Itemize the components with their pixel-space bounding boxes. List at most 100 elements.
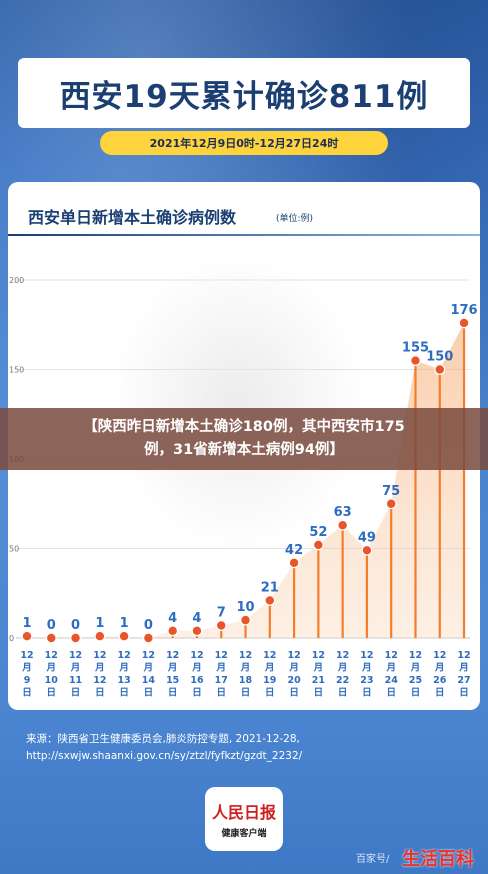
date-range-pill: 2021年12月9日0时-12月27日24时 [100, 131, 388, 155]
x-tick-label: 12 [166, 650, 179, 661]
x-tick-label: 月 [434, 663, 445, 674]
data-label: 10 [236, 600, 254, 615]
data-label: 52 [309, 525, 327, 540]
x-tick-label: 12 [190, 650, 203, 661]
x-tick-label: 月 [385, 663, 396, 674]
data-label: 1 [22, 616, 31, 631]
source-line-1: 来源：陕西省卫生健康委员会,肺炎防控专题, 2021-12-28, [26, 733, 300, 745]
x-tick-label: 12 [263, 650, 276, 661]
news-banner: 【陕西昨日新增本土确诊180例，其中西安市175 例，31省新增本土病例94例】 [0, 408, 488, 470]
x-tick-label: 12 [93, 650, 106, 661]
x-tick-label: 日 [411, 688, 421, 699]
x-tick-label: 月 [143, 663, 154, 674]
x-tick-label: 日 [95, 688, 105, 699]
x-tick-label: 12 [336, 650, 349, 661]
headline: 西安19天累计确诊811例 [59, 78, 429, 115]
x-tick-label: 12 [142, 650, 155, 661]
x-tick-label: 日 [338, 688, 348, 699]
data-point [118, 630, 130, 642]
x-tick-label: 日 [119, 688, 129, 699]
data-label: 21 [261, 580, 279, 595]
x-tick-label: 23 [360, 675, 373, 686]
x-tick-label: 12 [45, 650, 58, 661]
x-tick-label: 9 [24, 675, 31, 686]
x-tick-label: 日 [192, 688, 202, 699]
data-point [410, 355, 421, 366]
x-tick-label: 12 [93, 675, 106, 686]
data-point [167, 625, 179, 637]
chart-unit: (单位:例) [276, 214, 314, 224]
x-tick-label: 日 [241, 688, 251, 699]
x-tick-label: 月 [94, 663, 105, 674]
headline-box: 西安19天累计确诊811例 [18, 58, 470, 128]
logo-subtitle: 健康客户端 [221, 829, 267, 839]
data-point [240, 614, 251, 626]
source-note: 来源：陕西省卫生健康委员会,肺炎防控专题, 2021-12-28, http:/… [26, 731, 302, 765]
x-tick-label: 12 [312, 650, 325, 661]
x-tick-label: 12 [69, 650, 82, 661]
x-tick-label: 12 [457, 650, 470, 661]
x-tick-label: 12 [118, 650, 131, 661]
title-divider [8, 234, 480, 236]
x-tick-label: 11 [69, 675, 82, 686]
data-label: 4 [168, 611, 177, 626]
data-point [70, 632, 81, 644]
map-background [108, 252, 368, 552]
x-tick-label: 月 [410, 663, 421, 674]
data-point [142, 632, 154, 644]
data-label: 75 [382, 484, 400, 499]
data-point [434, 364, 446, 375]
data-point [264, 595, 276, 606]
data-point [288, 557, 300, 569]
watermark-baijiahao: 百家号/ [356, 854, 390, 865]
data-label: 0 [71, 618, 80, 633]
x-tick-label: 月 [240, 663, 251, 674]
data-label: 0 [47, 618, 56, 633]
x-tick-label: 月 [215, 663, 226, 674]
data-label: 49 [358, 530, 376, 545]
x-tick-label: 日 [144, 688, 154, 699]
x-tick-label: 12 [360, 650, 373, 661]
data-point [21, 630, 33, 642]
data-label: 63 [334, 505, 352, 520]
data-point [337, 519, 349, 531]
x-tick-label: 12 [239, 650, 252, 661]
x-tick-label: 日 [362, 688, 372, 699]
data-label: 1 [95, 616, 104, 631]
x-tick-label: 12 [385, 650, 398, 661]
x-tick-label: 月 [191, 663, 202, 674]
x-tick-label: 22 [336, 675, 349, 686]
data-label: 0 [144, 618, 153, 633]
x-tick-label: 日 [168, 688, 178, 699]
x-tick-label: 月 [167, 663, 178, 674]
y-tick-label: 0 [9, 634, 14, 643]
logo-name: 人民日报 [211, 803, 276, 822]
x-tick-label: 20 [287, 675, 301, 686]
app-logo: 人民日报 健康客户端 [205, 787, 283, 851]
data-label: 1 [120, 616, 129, 631]
data-point [215, 620, 227, 631]
x-tick-label: 月 [21, 663, 32, 674]
x-tick-label: 15 [166, 675, 179, 686]
x-tick-label: 26 [433, 675, 447, 686]
x-tick-label: 月 [337, 663, 348, 674]
y-tick-label: 50 [9, 545, 19, 554]
data-point [385, 498, 397, 510]
x-tick-label: 日 [265, 688, 275, 699]
data-point [312, 539, 324, 551]
x-tick-label: 12 [215, 650, 228, 661]
x-tick-label: 日 [47, 688, 57, 699]
x-tick-label: 10 [45, 675, 59, 686]
x-tick-label: 12 [20, 650, 33, 661]
x-tick-label: 日 [22, 688, 32, 699]
x-tick-label: 日 [71, 688, 81, 699]
data-label: 155 [402, 341, 429, 356]
banner-line-1: 【陕西昨日新增本土确诊180例，其中西安市175 [83, 419, 405, 435]
x-tick-label: 18 [239, 675, 253, 686]
data-point [191, 625, 203, 637]
x-tick-label: 月 [313, 663, 324, 674]
y-tick-label: 150 [9, 366, 24, 375]
source-url: http://sxwjw.shaanxi.gov.cn/sy/ztzl/fyfk… [26, 750, 303, 762]
x-tick-label: 12 [409, 650, 422, 661]
data-label: 7 [217, 605, 226, 620]
